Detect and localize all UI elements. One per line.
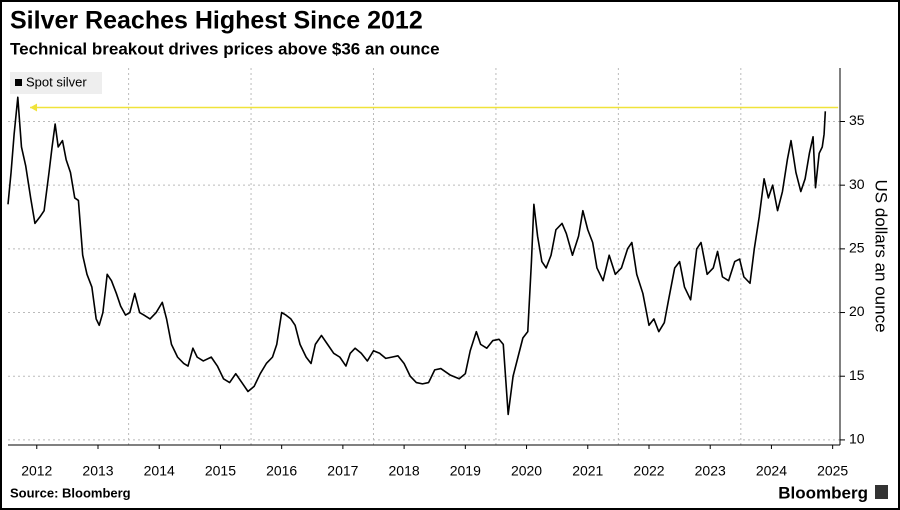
y-tick-label: 35 bbox=[849, 112, 865, 128]
x-tick-label: 2012 bbox=[21, 463, 52, 479]
x-tick-label: 2020 bbox=[511, 463, 542, 479]
x-tick-label: 2018 bbox=[389, 463, 420, 479]
x-tick-label: 2022 bbox=[633, 463, 664, 479]
chart-title: Silver Reaches Highest Since 2012 bbox=[10, 7, 423, 35]
x-tick-label: 2024 bbox=[756, 463, 787, 479]
x-tick-label: 2016 bbox=[266, 463, 297, 479]
x-tick-label: 2019 bbox=[450, 463, 481, 479]
x-tick-label: 2025 bbox=[817, 463, 848, 479]
source: Source: Bloomberg bbox=[10, 485, 131, 500]
logo: Bloomberg bbox=[778, 483, 868, 502]
x-tick-label: 2013 bbox=[82, 463, 113, 479]
y-tick-label: 30 bbox=[849, 176, 865, 192]
y-axis-label: US dollars an ounce bbox=[872, 179, 891, 332]
x-tick-label: 2023 bbox=[695, 463, 726, 479]
x-tick-label: 2015 bbox=[205, 463, 236, 479]
legend-box bbox=[10, 72, 102, 94]
y-tick-label: 20 bbox=[849, 303, 865, 319]
chart-subtitle: Technical breakout drives prices above $… bbox=[10, 39, 440, 58]
y-tick-label: 10 bbox=[849, 431, 865, 447]
legend-label: Spot silver bbox=[26, 74, 87, 89]
y-tick-label: 25 bbox=[849, 240, 865, 256]
series-line bbox=[7, 96, 827, 416]
logo-icon bbox=[875, 485, 888, 499]
legend-swatch bbox=[15, 79, 22, 86]
y-tick-label: 15 bbox=[849, 367, 865, 383]
x-tick-label: 2017 bbox=[327, 463, 358, 479]
reference-arrowhead bbox=[30, 103, 38, 112]
x-tick-label: 2021 bbox=[572, 463, 603, 479]
x-tick-label: 2014 bbox=[144, 463, 175, 479]
